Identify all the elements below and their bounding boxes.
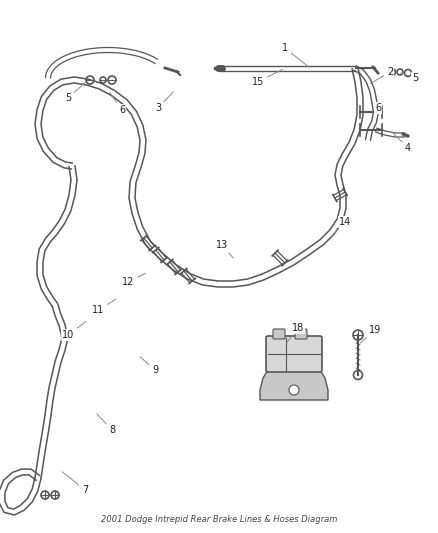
- Text: 11: 11: [92, 300, 116, 315]
- Text: 7: 7: [62, 472, 88, 495]
- Text: 4: 4: [392, 132, 411, 153]
- Text: 9: 9: [140, 357, 158, 375]
- Text: 1: 1: [282, 43, 308, 66]
- Text: 18: 18: [287, 323, 304, 343]
- Text: 15: 15: [252, 69, 283, 87]
- FancyBboxPatch shape: [266, 336, 322, 372]
- Polygon shape: [260, 370, 328, 400]
- Text: 2001 Dodge Intrepid Rear Brake Lines & Hoses Diagram: 2001 Dodge Intrepid Rear Brake Lines & H…: [101, 515, 337, 524]
- Text: 3: 3: [155, 92, 173, 113]
- Text: 14: 14: [332, 217, 351, 236]
- Text: 12: 12: [122, 273, 145, 287]
- Text: 6: 6: [372, 102, 381, 113]
- Text: 8: 8: [97, 414, 115, 435]
- Text: 5: 5: [401, 73, 418, 83]
- Text: 2: 2: [371, 67, 393, 84]
- Text: 6: 6: [110, 92, 125, 115]
- Text: 5: 5: [65, 82, 86, 103]
- FancyBboxPatch shape: [273, 329, 285, 339]
- Text: 19: 19: [360, 325, 381, 343]
- Text: 13: 13: [216, 240, 233, 258]
- Text: 10: 10: [62, 322, 86, 340]
- FancyBboxPatch shape: [295, 329, 307, 339]
- Circle shape: [289, 385, 299, 395]
